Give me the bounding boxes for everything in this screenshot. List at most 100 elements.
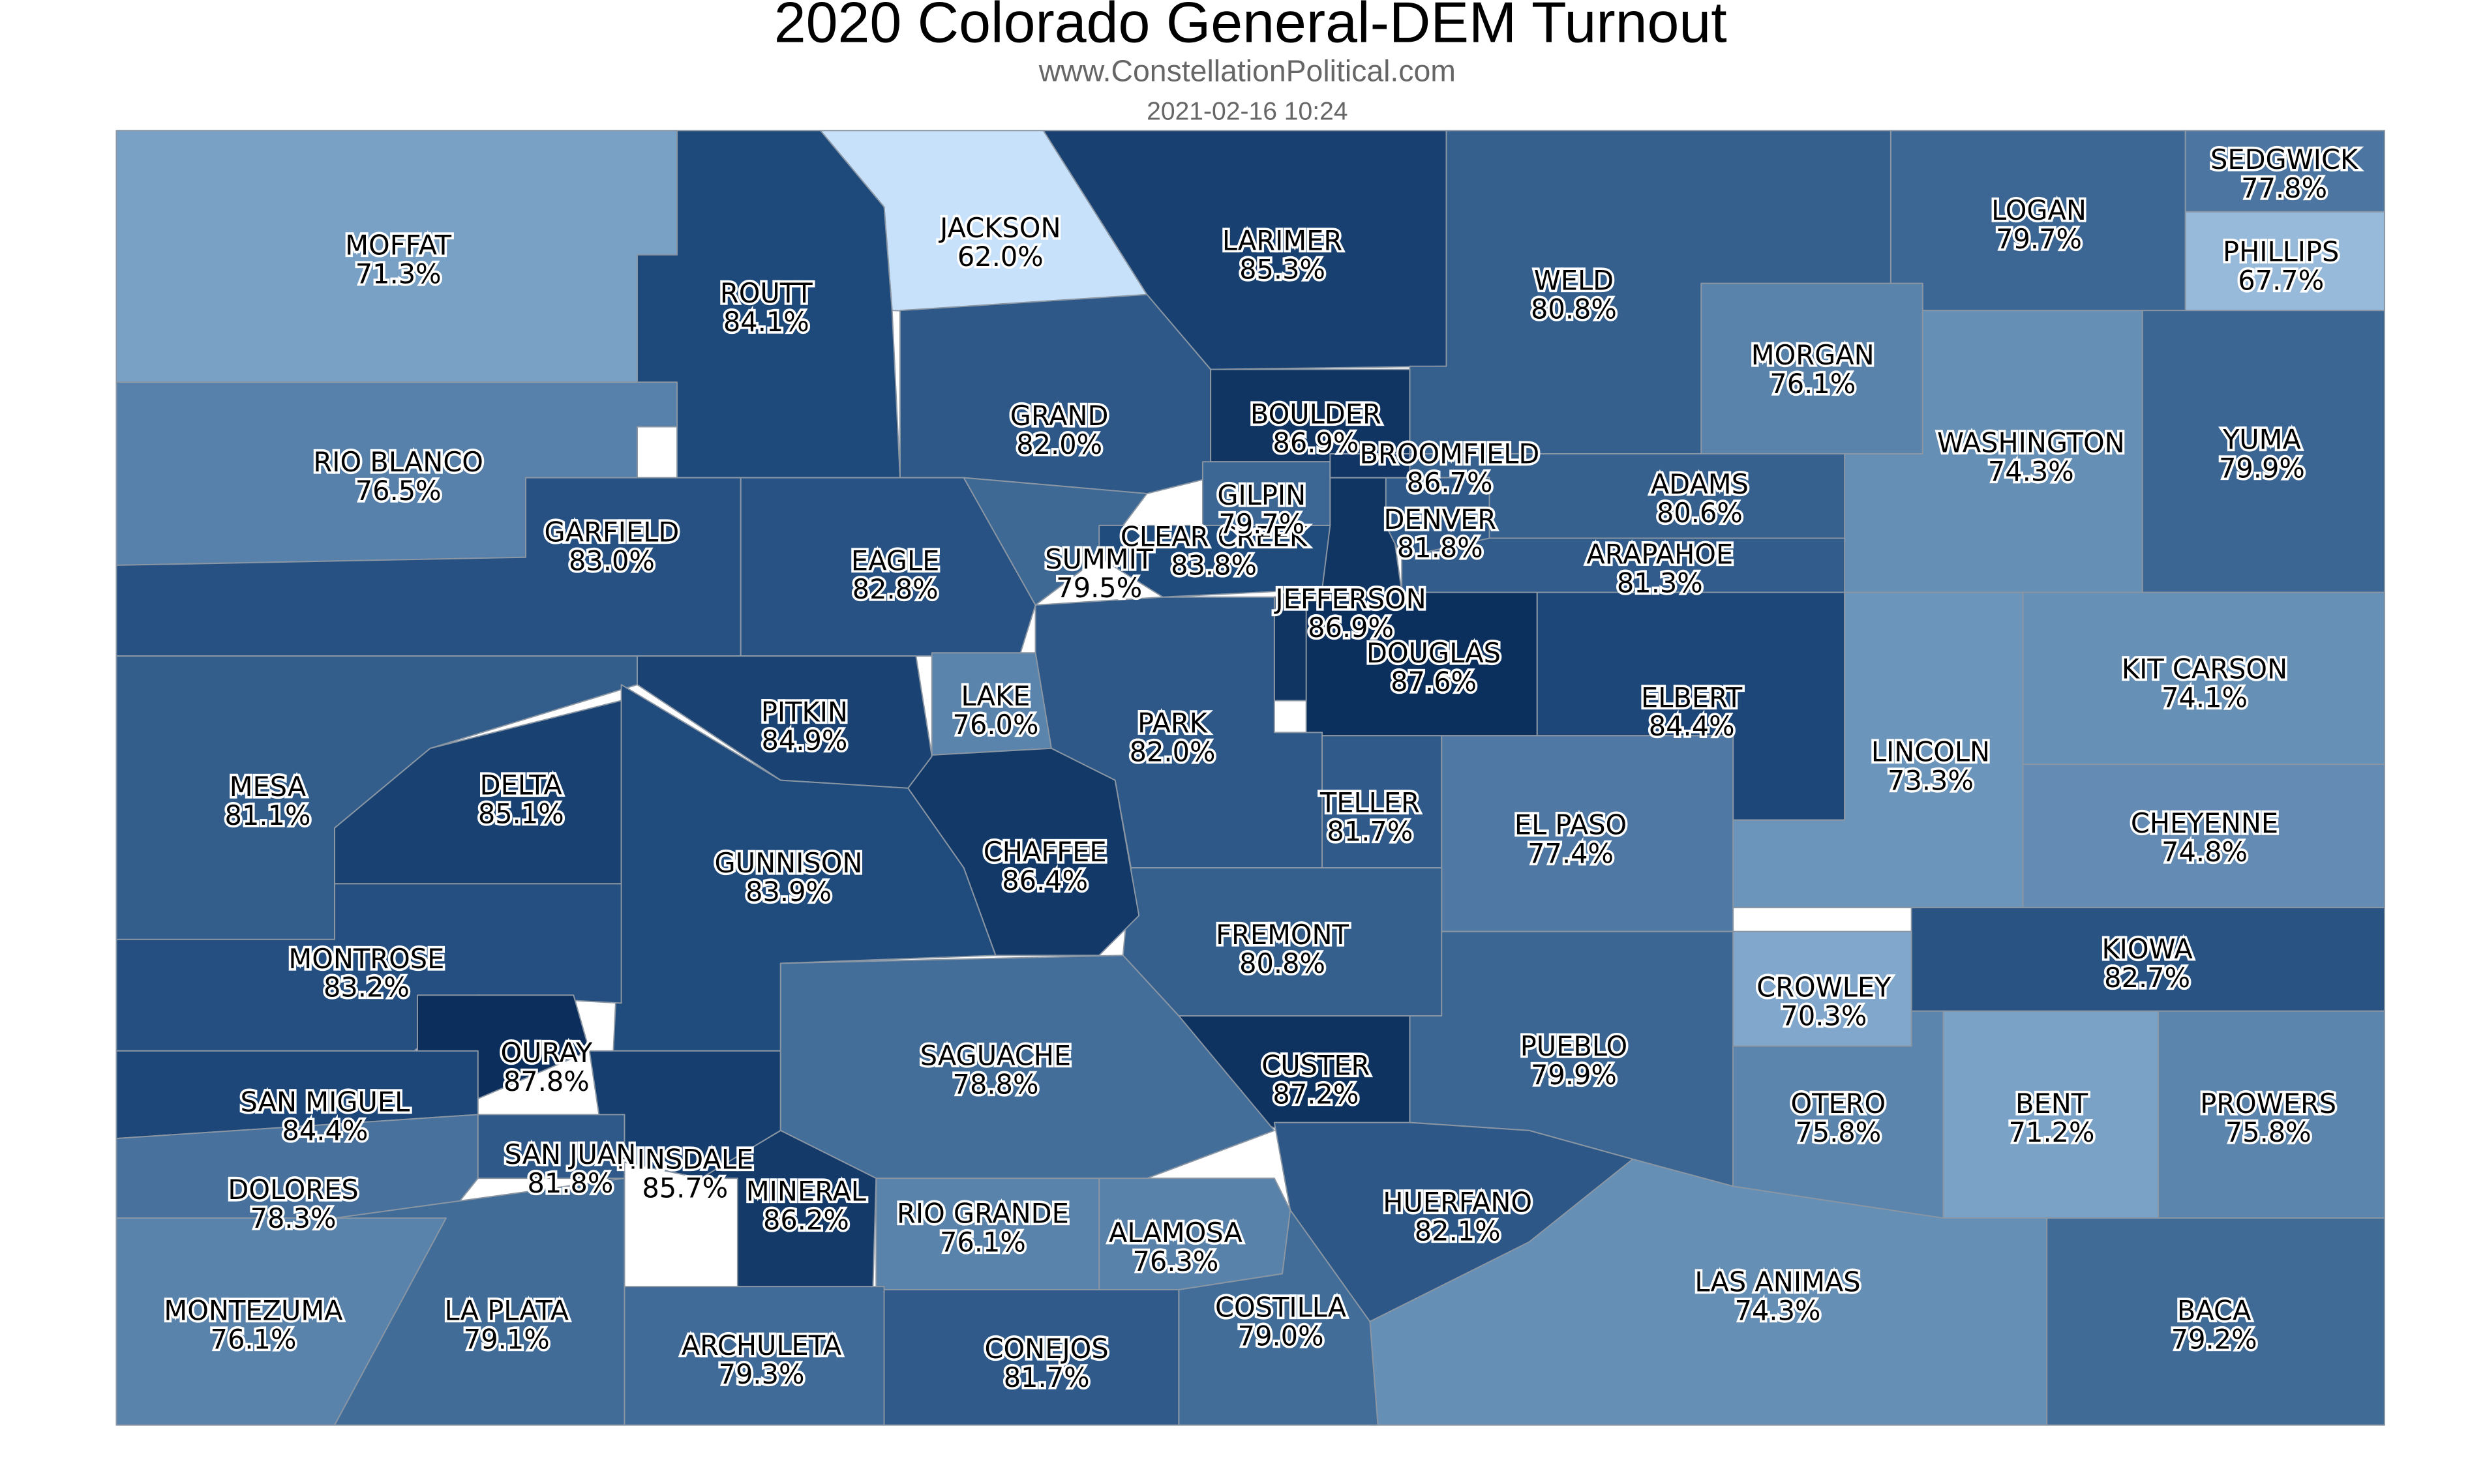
county-name: LINCOLN bbox=[1871, 735, 1990, 767]
county-name: FREMONT bbox=[1216, 919, 1349, 951]
county-name: GRAND bbox=[1010, 400, 1109, 432]
county-name: MINERAL bbox=[746, 1175, 866, 1207]
county-turnout: 82.7% bbox=[2104, 962, 2190, 994]
county-turnout: 86.9% bbox=[1273, 427, 1359, 459]
county-name: DENVER bbox=[1383, 503, 1496, 535]
county bbox=[115, 1217, 447, 1426]
county-turnout: 79.3% bbox=[719, 1358, 805, 1390]
county-name: LAKE bbox=[961, 680, 1031, 712]
county-turnout: 82.0% bbox=[1016, 428, 1102, 460]
county-turnout: 67.7% bbox=[2238, 264, 2324, 296]
county bbox=[899, 293, 1212, 495]
county-turnout: 86.2% bbox=[763, 1204, 849, 1236]
county-turnout: 76.1% bbox=[1770, 368, 1856, 400]
county-turnout: 79.2% bbox=[2171, 1323, 2257, 1355]
county-name: MOFFAT bbox=[345, 230, 452, 261]
county-turnout: 85.7% bbox=[642, 1172, 728, 1204]
county-name: WELD bbox=[1534, 264, 1614, 296]
county-name: KIT CARSON bbox=[2122, 653, 2287, 685]
county-turnout: 79.9% bbox=[1531, 1059, 1617, 1091]
county-name: CROWLEY bbox=[1756, 972, 1891, 1003]
county-name: PITKIN bbox=[761, 696, 848, 728]
county-name: MESA bbox=[230, 771, 307, 803]
map-title: 2020 Colorado General-DEM Turnout bbox=[774, 0, 1727, 55]
county-name: CUSTER bbox=[1261, 1049, 1370, 1081]
county-turnout: 75.8% bbox=[1795, 1116, 1881, 1148]
county-turnout: 84.1% bbox=[723, 306, 809, 338]
county-name: COSTILLA bbox=[1215, 1292, 1347, 1324]
county-turnout: 83.0% bbox=[569, 544, 655, 576]
county-turnout: 86.7% bbox=[1407, 467, 1493, 499]
county-turnout: 79.5% bbox=[1056, 572, 1142, 604]
county-turnout: 81.3% bbox=[1617, 567, 1703, 599]
county-turnout: 85.1% bbox=[478, 798, 564, 830]
county-name: ARAPAHOE bbox=[1586, 538, 1733, 570]
county-name: PROWERS bbox=[2200, 1088, 2336, 1120]
county-turnout: 82.0% bbox=[1130, 735, 1216, 767]
counties bbox=[115, 130, 2385, 1426]
county-turnout: 83.9% bbox=[746, 876, 832, 908]
county-name: EAGLE bbox=[851, 544, 939, 576]
county-name: WASHINGTON bbox=[1937, 427, 2125, 459]
county-turnout: 73.3% bbox=[1888, 764, 1974, 796]
county-name: BENT bbox=[2015, 1088, 2088, 1120]
county-turnout: 76.1% bbox=[940, 1226, 1026, 1258]
county-name: BACA bbox=[2177, 1294, 2252, 1326]
county-name: JEFFERSON bbox=[1273, 583, 1426, 615]
county-name: SAN MIGUEL bbox=[241, 1086, 410, 1118]
county-turnout: 77.4% bbox=[1528, 838, 1614, 870]
map-timestamp: 2021-02-16 10:24 bbox=[1147, 98, 1348, 126]
county-turnout: 82.1% bbox=[1415, 1215, 1501, 1247]
county-name: ALAMOSA bbox=[1109, 1217, 1242, 1249]
county-turnout: 80.8% bbox=[1531, 293, 1617, 325]
county-name: LAS ANIMAS bbox=[1694, 1266, 1860, 1298]
county-name: JACKSON bbox=[938, 212, 1061, 244]
county-name: RIO BLANCO bbox=[313, 446, 483, 478]
county-name: ADAMS bbox=[1651, 468, 1749, 500]
county-name: EL PASO bbox=[1514, 809, 1627, 841]
county bbox=[1329, 453, 1411, 479]
county bbox=[1042, 130, 1447, 370]
county-name: MONTEZUMA bbox=[164, 1294, 343, 1326]
county-turnout: 76.5% bbox=[355, 475, 442, 507]
county-turnout: 84.9% bbox=[762, 724, 848, 756]
county-name: DELTA bbox=[480, 769, 563, 801]
county-turnout: 85.3% bbox=[1239, 253, 1325, 285]
county-turnout: 74.1% bbox=[2161, 681, 2248, 713]
county-turnout: 84.4% bbox=[282, 1115, 368, 1147]
county-turnout: 81.8% bbox=[1397, 532, 1483, 564]
county-name: CONEJOS bbox=[985, 1333, 1109, 1365]
county-name: GARFIELD bbox=[545, 516, 680, 548]
county-name: CHAFFEE bbox=[984, 836, 1107, 868]
county-turnout: 81.7% bbox=[1004, 1361, 1090, 1393]
county-turnout: 87.2% bbox=[1273, 1078, 1359, 1110]
county-name: OTERO bbox=[1790, 1088, 1886, 1120]
county-name: KIOWA bbox=[2101, 933, 2193, 965]
county-name: HINSDALE bbox=[616, 1143, 753, 1175]
county bbox=[1201, 461, 1331, 526]
county-name: SAGUACHE bbox=[920, 1040, 1071, 1072]
county-turnout: 79.1% bbox=[464, 1323, 550, 1355]
county-turnout: 80.6% bbox=[1657, 497, 1743, 529]
county-turnout: 74.8% bbox=[2161, 836, 2248, 868]
county-turnout: 79.9% bbox=[2219, 453, 2305, 484]
county-name: SEDGWICK bbox=[2210, 143, 2359, 175]
county-name: SUMMIT bbox=[1045, 543, 1154, 575]
county-name: CLEAR CREEK bbox=[1121, 521, 1308, 553]
county-turnout: 74.3% bbox=[1735, 1294, 1821, 1326]
county-name: DOUGLAS bbox=[1366, 637, 1501, 669]
county-turnout: 76.1% bbox=[211, 1323, 297, 1355]
county-turnout: 77.8% bbox=[2241, 172, 2327, 204]
county-name: ROUTT bbox=[720, 277, 813, 309]
county-name: ARCHULETA bbox=[682, 1329, 842, 1361]
county-turnout: 78.3% bbox=[250, 1202, 337, 1234]
county-name: CHEYENNE bbox=[2131, 807, 2278, 839]
county-name: PHILLIPS bbox=[2223, 235, 2339, 267]
county-turnout: 75.8% bbox=[2225, 1116, 2312, 1148]
county-turnout: 71.3% bbox=[355, 258, 442, 290]
county-name: BROOMFIELD bbox=[1360, 438, 1540, 470]
county-name: MONTROSE bbox=[288, 943, 444, 975]
county-turnout: 83.2% bbox=[324, 972, 410, 1003]
